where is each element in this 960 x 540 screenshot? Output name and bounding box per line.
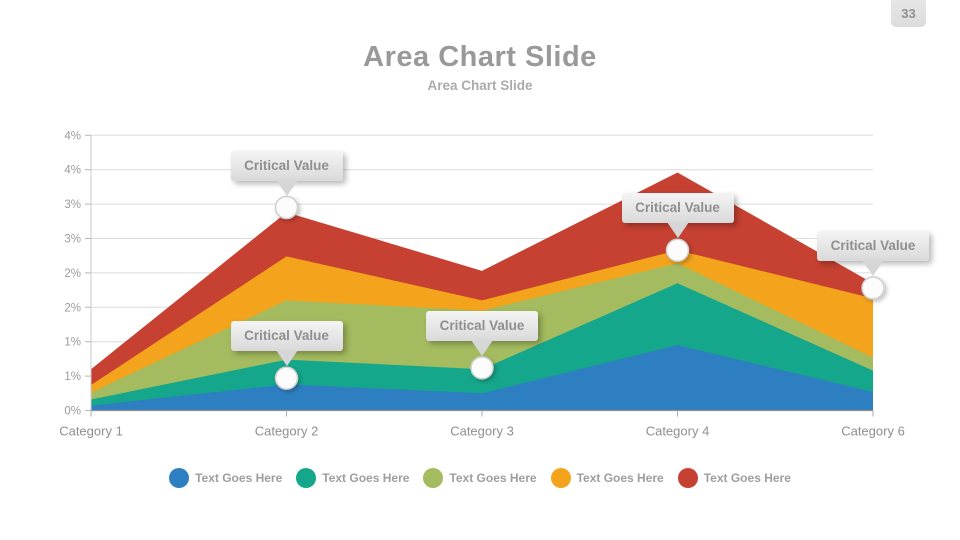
legend-item: Text Goes Here (550, 468, 664, 488)
legend-item: Text Goes Here (677, 468, 791, 488)
legend-swatch-circle-icon (296, 468, 317, 488)
area-series (91, 345, 873, 411)
y-axis-tick-label: 4% (64, 165, 81, 177)
legend-swatch-circle-icon (169, 468, 190, 488)
legend-item: Text Goes Here (423, 468, 537, 488)
x-axis-category-label: Category 4 (646, 424, 710, 439)
page-number-badge: 33 (891, 0, 926, 27)
x-axis-category-label: Category 3 (450, 424, 514, 439)
y-axis-tick-label: 4% (64, 130, 81, 142)
y-axis-tick-label: 2% (64, 302, 81, 314)
critical-value-marker-circle (861, 276, 885, 300)
critical-value-marker-circle (665, 238, 690, 262)
y-axis-tick-label: 3% (64, 234, 81, 246)
y-axis-tick-label: 2% (64, 268, 81, 280)
slide-title: Area Chart Slide (363, 41, 597, 73)
axes: 0% 1% 1% 2% 2% 3% 3% 4% 4% Category 1 Category 2 Ca… (59, 130, 905, 438)
chart-legend: Text Goes Here Text Goes Here Text Goes He… (0, 468, 960, 488)
legend-swatch-circle-icon (677, 468, 698, 488)
critical-value-marker-circle (470, 356, 494, 380)
legend-item: Text Goes Here (296, 468, 409, 488)
legend-label: Text Goes Here (449, 471, 537, 485)
y-axis-tick-label: 3% (64, 199, 81, 211)
legend-item: Text Goes Here (169, 468, 282, 488)
y-axis-tick-label: 1% (64, 371, 81, 383)
critical-value-markers (274, 195, 885, 390)
legend-swatch-circle-icon (550, 468, 571, 488)
critical-value-marker-circle (274, 366, 299, 390)
x-axis-category-label: Category 6 (841, 424, 905, 439)
slide-subtitle: Area Chart Slide (427, 78, 533, 93)
legend-label: Text Goes Here (703, 471, 791, 485)
critical-value-marker-circle (274, 195, 299, 220)
legend-swatch-circle-icon (423, 468, 444, 488)
legend-label: Text Goes Here (322, 471, 410, 485)
x-axis-category-label: Category 2 (255, 424, 319, 439)
legend-label: Text Goes Here (195, 471, 283, 485)
y-axis-tick-label: 0% (64, 406, 81, 418)
x-axis-category-label: Category 1 (59, 424, 123, 439)
legend-label: Text Goes Here (576, 471, 664, 485)
y-axis-tick-label: 1% (64, 337, 81, 349)
